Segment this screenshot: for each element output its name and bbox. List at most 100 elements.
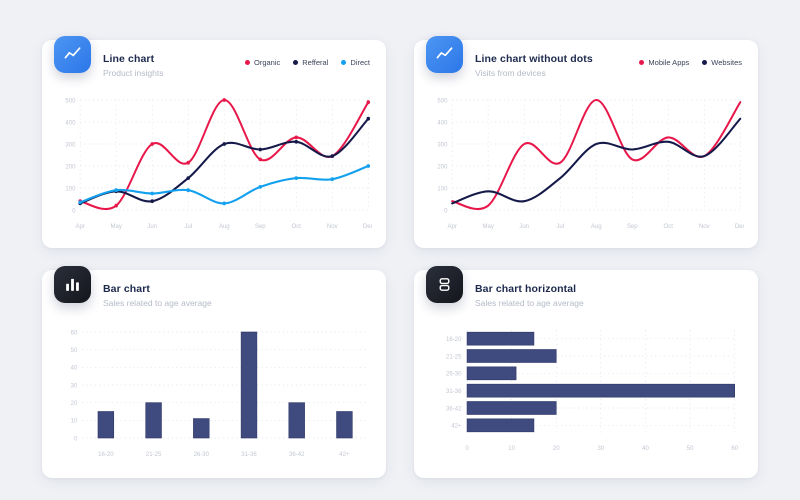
card-title-group: Bar chart Sales related to age average bbox=[103, 282, 212, 309]
legend-item-websites[interactable]: Websites bbox=[702, 58, 742, 67]
line-chart-without-dots-plot[interactable]: 0 100 200 300 400 500 Apr May Jun Jul Aug Sep Oct Nov… bbox=[428, 92, 744, 238]
svg-text:42+: 42+ bbox=[339, 451, 350, 458]
svg-text:200: 200 bbox=[437, 163, 448, 170]
svg-text:10: 10 bbox=[508, 445, 515, 452]
svg-text:200: 200 bbox=[65, 163, 76, 170]
svg-text:0: 0 bbox=[72, 207, 76, 214]
svg-text:0: 0 bbox=[444, 207, 448, 214]
legend-label: Refferal bbox=[302, 58, 329, 67]
legend-dot-icon bbox=[293, 60, 299, 65]
svg-text:16-20: 16-20 bbox=[98, 451, 114, 458]
svg-text:Aug: Aug bbox=[591, 223, 602, 230]
card-line-chart: Line chart Product insights Organic Reff… bbox=[42, 36, 386, 248]
svg-text:Nov: Nov bbox=[699, 223, 711, 230]
svg-text:30: 30 bbox=[598, 445, 605, 452]
svg-text:26-30: 26-30 bbox=[194, 451, 210, 458]
svg-text:10: 10 bbox=[71, 417, 78, 424]
bar-chart-horizontal-icon bbox=[426, 266, 463, 303]
card-title-group: Line chart without dots Visits from devi… bbox=[475, 52, 593, 79]
svg-text:20: 20 bbox=[71, 400, 78, 407]
svg-text:Apr: Apr bbox=[75, 223, 84, 230]
svg-text:May: May bbox=[482, 223, 494, 230]
svg-text:60: 60 bbox=[71, 329, 78, 336]
svg-text:Dec: Dec bbox=[735, 223, 744, 230]
svg-text:400: 400 bbox=[65, 119, 76, 126]
svg-text:40: 40 bbox=[642, 445, 649, 452]
chart-legend: Organic Refferal Direct bbox=[245, 58, 370, 67]
card-header: Line chart Product insights Organic Reff… bbox=[54, 36, 372, 92]
svg-text:26-30: 26-30 bbox=[446, 370, 462, 377]
svg-text:Jun: Jun bbox=[147, 223, 157, 230]
svg-text:31-36: 31-36 bbox=[241, 451, 257, 458]
card-bar-chart: Bar chart Sales related to age average 0… bbox=[42, 266, 386, 478]
card-line-chart-without-dots: Line chart without dots Visits from devi… bbox=[414, 36, 758, 248]
svg-text:36-42: 36-42 bbox=[446, 405, 462, 412]
bar-chart-icon bbox=[54, 266, 91, 303]
card-title-group: Line chart Product insights bbox=[103, 52, 163, 79]
page-title: Line chart without dots bbox=[475, 53, 593, 65]
svg-text:16-20: 16-20 bbox=[446, 336, 462, 343]
svg-text:31-36: 31-36 bbox=[446, 388, 462, 395]
svg-text:50: 50 bbox=[71, 347, 78, 354]
svg-text:40: 40 bbox=[71, 364, 78, 371]
svg-text:Sep: Sep bbox=[627, 223, 638, 230]
legend-label: Websites bbox=[711, 58, 742, 67]
card-header: Line chart without dots Visits from devi… bbox=[426, 36, 744, 92]
chart-legend: Mobile Apps Websites bbox=[639, 58, 742, 67]
legend-label: Direct bbox=[350, 58, 370, 67]
card-subtitle: Sales related to age average bbox=[475, 298, 584, 308]
card-header: Bar chart horizontal Sales related to ag… bbox=[426, 266, 744, 322]
svg-text:May: May bbox=[110, 223, 122, 230]
line-chart-plot[interactable]: 0 100 200 300 400 500 Apr May Jun Jul Aug Sep Oct Nov… bbox=[56, 92, 372, 238]
line-chart-icon bbox=[54, 36, 91, 73]
svg-text:Apr: Apr bbox=[447, 223, 456, 230]
svg-text:0: 0 bbox=[74, 435, 78, 442]
svg-text:0: 0 bbox=[465, 445, 469, 452]
svg-text:300: 300 bbox=[65, 141, 76, 148]
card-header: Bar chart Sales related to age average bbox=[54, 266, 372, 322]
svg-text:50: 50 bbox=[687, 445, 694, 452]
svg-text:30: 30 bbox=[71, 382, 78, 389]
svg-text:Sep: Sep bbox=[255, 223, 266, 230]
legend-label: Mobile Apps bbox=[648, 58, 690, 67]
svg-text:20: 20 bbox=[553, 445, 560, 452]
svg-text:100: 100 bbox=[65, 185, 76, 192]
page-title: Bar chart horizontal bbox=[475, 283, 577, 295]
svg-text:500: 500 bbox=[437, 97, 448, 104]
svg-text:100: 100 bbox=[437, 185, 448, 192]
legend-dot-icon bbox=[702, 60, 708, 65]
legend-item-mobile-apps[interactable]: Mobile Apps bbox=[639, 58, 689, 67]
legend-dot-icon bbox=[639, 60, 645, 65]
svg-text:Dec: Dec bbox=[363, 223, 372, 230]
legend-label: Organic bbox=[254, 58, 281, 67]
legend-item-direct[interactable]: Direct bbox=[341, 58, 370, 67]
svg-text:21-25: 21-25 bbox=[146, 451, 162, 458]
card-title-group: Bar chart horizontal Sales related to ag… bbox=[475, 282, 584, 309]
svg-text:Jul: Jul bbox=[184, 223, 192, 230]
bar-chart-plot[interactable]: 0 10 20 30 40 50 60 16-20 21-25 26-30 31-36 36-42 42… bbox=[56, 322, 372, 468]
legend-dot-icon bbox=[341, 60, 347, 65]
svg-text:36-42: 36-42 bbox=[289, 451, 305, 458]
bar-chart-horizontal-plot[interactable]: 0 10 20 30 40 50 60 16-20 21-25 26-30 31-36 36-42 42… bbox=[428, 322, 744, 468]
svg-text:42+: 42+ bbox=[451, 422, 462, 429]
card-subtitle: Product insights bbox=[103, 68, 164, 78]
legend-dot-icon bbox=[245, 60, 250, 65]
card-bar-chart-horizontal: Bar chart horizontal Sales related to ag… bbox=[414, 266, 758, 478]
card-subtitle: Sales related to age average bbox=[103, 298, 212, 308]
legend-item-organic[interactable]: Organic bbox=[245, 58, 280, 67]
svg-text:500: 500 bbox=[65, 97, 76, 104]
svg-text:Jun: Jun bbox=[519, 223, 529, 230]
svg-text:Oct: Oct bbox=[292, 223, 302, 230]
line-chart-icon bbox=[426, 36, 463, 73]
svg-text:Aug: Aug bbox=[219, 223, 230, 230]
svg-text:60: 60 bbox=[731, 445, 738, 452]
page-title: Bar chart bbox=[103, 283, 151, 295]
svg-text:21-25: 21-25 bbox=[446, 353, 462, 360]
svg-text:Oct: Oct bbox=[664, 223, 674, 230]
legend-item-refferal[interactable]: Refferal bbox=[293, 58, 328, 67]
card-subtitle: Visits from devices bbox=[475, 68, 546, 78]
svg-text:300: 300 bbox=[437, 141, 448, 148]
page-title: Line chart bbox=[103, 53, 155, 65]
svg-text:Jul: Jul bbox=[556, 223, 564, 230]
